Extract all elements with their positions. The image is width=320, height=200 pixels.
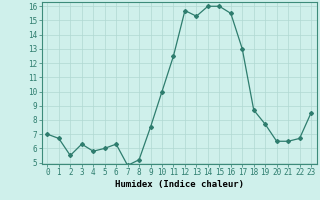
X-axis label: Humidex (Indice chaleur): Humidex (Indice chaleur) xyxy=(115,180,244,189)
